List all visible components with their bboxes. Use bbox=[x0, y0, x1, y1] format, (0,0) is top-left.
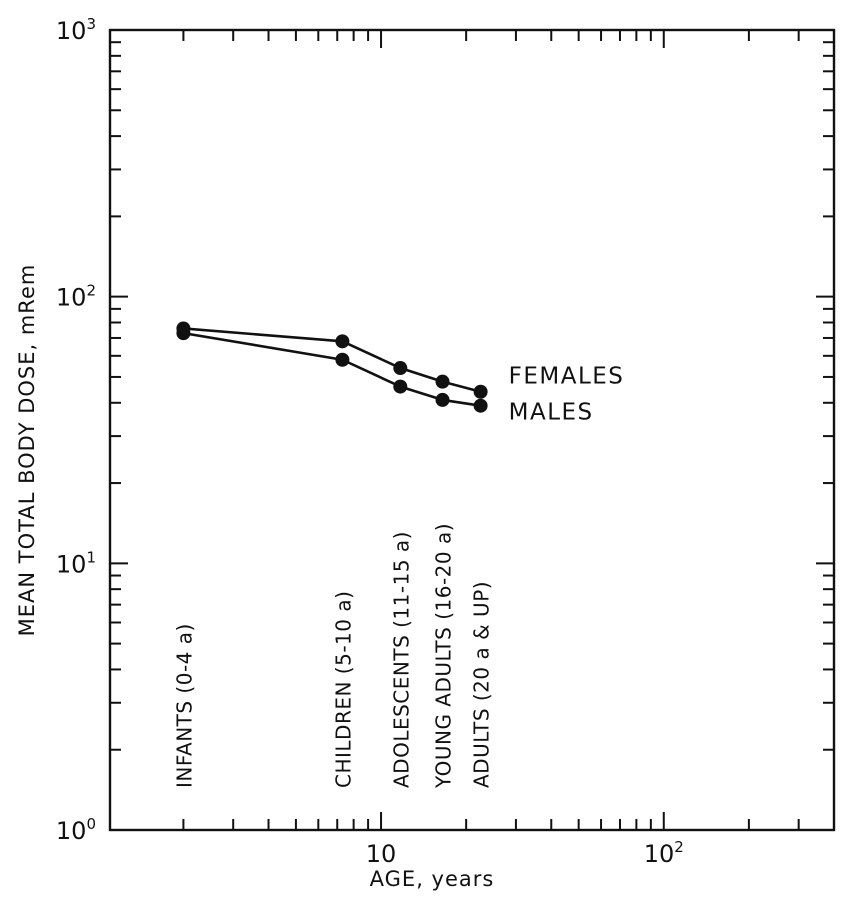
series-label-males: MALES bbox=[509, 400, 594, 426]
group-annotation: CHILDREN (5-10 a) bbox=[331, 591, 355, 788]
series: FEMALES MALES bbox=[176, 321, 625, 426]
data-point bbox=[335, 334, 350, 349]
data-point bbox=[176, 326, 191, 341]
data-point bbox=[393, 379, 408, 394]
y-axis-label: MEAN TOTAL BODY DOSE, mRem bbox=[15, 264, 39, 637]
axes bbox=[108, 28, 836, 832]
x-axis-label: AGE, years bbox=[370, 867, 495, 891]
data-point bbox=[473, 398, 488, 413]
x-tick-label: 102 bbox=[644, 838, 684, 868]
data-point bbox=[393, 361, 408, 376]
y-tick-label: 102 bbox=[56, 282, 96, 312]
group-annotation: INFANTS (0-4 a) bbox=[172, 623, 196, 788]
series-label-females: FEMALES bbox=[509, 364, 625, 390]
ticks bbox=[110, 29, 835, 831]
data-point bbox=[473, 384, 488, 399]
y-tick-label: 101 bbox=[56, 548, 96, 578]
group-annotation: ADULTS (20 a & UP) bbox=[470, 581, 494, 788]
data-point bbox=[435, 392, 450, 407]
data-point bbox=[435, 374, 450, 389]
x-tick-label: 10 bbox=[366, 840, 397, 868]
y-tick-label: 103 bbox=[56, 15, 96, 45]
group-annotation: ADOLESCENTS (11-15 a) bbox=[389, 531, 413, 788]
plot-frame bbox=[108, 28, 836, 832]
group-annotations: INFANTS (0-4 a) CHILDREN (5-10 a) ADOLESCE… bbox=[172, 523, 493, 789]
axis-labels: AGE, years MEAN TOTAL BODY DOSE, mRem bbox=[15, 264, 495, 891]
series-line-males bbox=[183, 331, 481, 408]
tick-labels: 10 102 100 101 102 103 bbox=[56, 15, 684, 868]
data-point bbox=[335, 352, 350, 367]
y-tick-label: 100 bbox=[56, 815, 96, 845]
group-annotation: YOUNG ADULTS (16-20 a) bbox=[432, 523, 456, 789]
